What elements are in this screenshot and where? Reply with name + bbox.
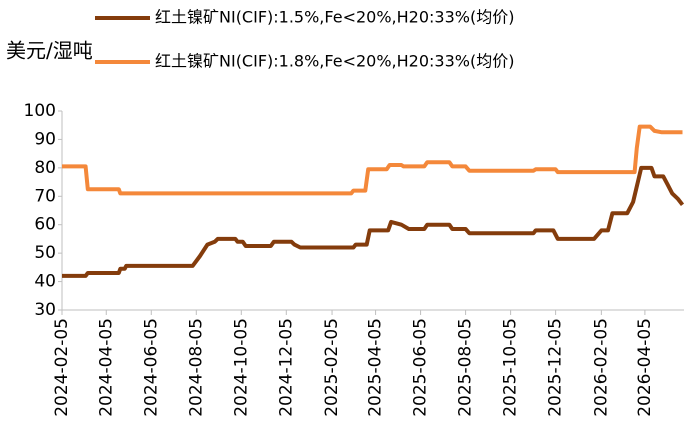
y-tick-label: 50	[34, 243, 56, 263]
x-tick-label: 2024-06-05	[141, 318, 161, 417]
y-tick-label: 100	[24, 101, 56, 121]
x-tick-label: 2025-12-05	[546, 318, 566, 417]
x-tick-label: 2026-04-05	[635, 318, 655, 417]
y-tick-label: 80	[34, 158, 56, 178]
x-tick-label: 2025-02-05	[322, 318, 342, 417]
y-axis-label: 美元/湿吨	[6, 39, 93, 63]
x-tick-label: 2024-04-05	[96, 318, 116, 417]
x-tick-label: 2025-08-05	[456, 318, 476, 417]
y-tick-label: 70	[34, 186, 56, 206]
y-tick-label: 90	[34, 129, 56, 149]
x-tick-label: 2024-10-05	[231, 318, 251, 417]
x-tick-label: 2025-04-05	[366, 318, 386, 417]
x-tick-label: 2024-02-05	[52, 318, 72, 417]
series-line	[62, 165, 684, 278]
series-line	[62, 124, 683, 196]
x-tick-label: 2026-02-05	[591, 318, 611, 417]
legend-label: 红土镍矿NI(CIF):1.5%,Fe<20%,H20:33%(均价)	[155, 8, 514, 27]
x-tick-label: 2024-12-05	[276, 318, 296, 417]
x-tick-label: 2024-08-05	[186, 318, 206, 417]
legend-label: 红土镍矿NI(CIF):1.8%,Fe<20%,H20:33%(均价)	[155, 52, 514, 71]
y-tick-label: 40	[34, 272, 56, 292]
y-tick-label: 30	[34, 300, 56, 320]
x-tick-label: 2025-06-05	[411, 318, 431, 417]
y-tick-label: 60	[34, 215, 56, 235]
x-tick-label: 2025-10-05	[501, 318, 521, 417]
